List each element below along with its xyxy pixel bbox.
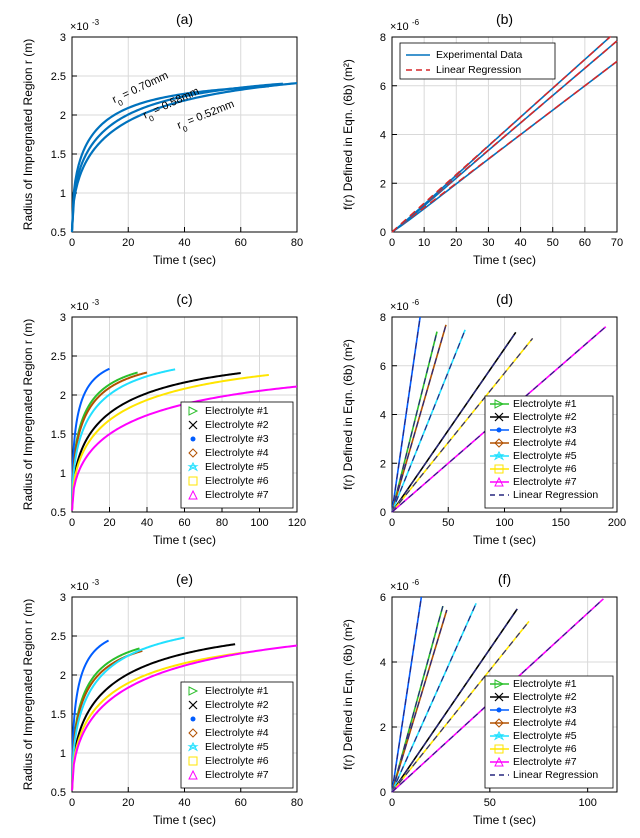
svg-text:Electrolyte #3: Electrolyte #3 — [513, 704, 577, 716]
svg-text:(f): (f) — [498, 571, 511, 587]
svg-text:100: 100 — [578, 797, 596, 809]
panel-f: (f) 0 50 100 0 2 4 6 ×10-6 Time t (sec) f(r) Defin… — [0, 0, 640, 838]
figure-grid: { "layout": { "width_px": 640, "height_p… — [0, 0, 640, 838]
svg-text:0: 0 — [389, 797, 395, 809]
svg-text:Electrolyte #4: Electrolyte #4 — [513, 717, 577, 729]
svg-text:Electrolyte #2: Electrolyte #2 — [513, 691, 577, 703]
svg-text:Time t (sec): Time t (sec) — [473, 813, 536, 827]
svg-text:2: 2 — [380, 722, 386, 734]
svg-text:-6: -6 — [412, 578, 420, 587]
svg-text:f(r) Defined in Eqn. (6b) (m²): f(r) Defined in Eqn. (6b) (m²) — [341, 619, 355, 770]
svg-text:Electrolyte #5: Electrolyte #5 — [513, 730, 577, 742]
svg-text:Electrolyte #6: Electrolyte #6 — [513, 743, 577, 755]
svg-text:6: 6 — [380, 592, 386, 604]
svg-text:50: 50 — [484, 797, 496, 809]
svg-text:4: 4 — [380, 657, 386, 669]
svg-text:Electrolyte #7: Electrolyte #7 — [513, 756, 577, 768]
svg-text:Electrolyte #1: Electrolyte #1 — [513, 678, 577, 690]
svg-text:×10: ×10 — [390, 581, 409, 593]
svg-text:Linear Regression: Linear Regression — [513, 769, 598, 781]
svg-text:0: 0 — [380, 787, 386, 799]
